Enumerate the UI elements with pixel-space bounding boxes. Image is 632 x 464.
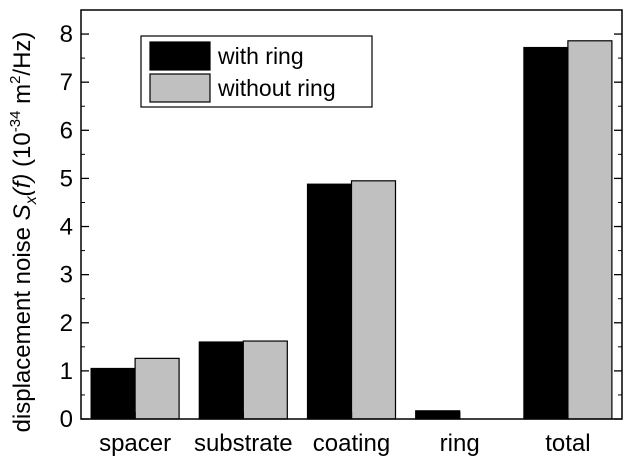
y-tick-label: 1 xyxy=(60,358,73,385)
y-tick-label: 5 xyxy=(60,165,73,192)
plot-frame xyxy=(80,9,623,420)
ylabel-unit-mid: m xyxy=(9,84,36,111)
ticks-layer: 0 1 2 3 4 5 6 7 8 spacer substrate coating ring total xyxy=(60,21,622,457)
ylabel-arg: (f) xyxy=(9,174,36,197)
legend-label: with ring xyxy=(217,43,304,69)
ylabel-unit-open: (10 xyxy=(9,132,36,173)
bar-spacer-with-ring xyxy=(90,367,136,420)
y-tick-label: 7 xyxy=(60,69,73,96)
x-tick-label-spacer: spacer xyxy=(99,430,171,457)
bar-spacer-without-ring xyxy=(134,357,180,420)
legend-swatch xyxy=(149,73,211,103)
legend-label: without ring xyxy=(217,75,336,101)
ylabel-unit-close: /Hz) xyxy=(9,32,36,76)
bars-layer xyxy=(90,40,613,420)
x-tick-label-coating: coating xyxy=(313,430,390,457)
bar-coating-without-ring xyxy=(350,180,397,420)
y-axis-label: displacement noise Sx(f) (10-34 m2/Hz) xyxy=(7,32,40,433)
x-tick-label-total: total xyxy=(545,430,590,457)
bar-ring-with-ring xyxy=(415,410,461,420)
bar-total-with-ring xyxy=(523,46,569,420)
ylabel-prefix: displacement noise xyxy=(9,220,36,432)
y-tick-label: 6 xyxy=(60,117,73,144)
y-tick-label: 4 xyxy=(60,214,73,241)
legend-swatch xyxy=(149,41,211,71)
y-tick-label: 0 xyxy=(60,406,73,433)
ylabel-exp1: -34 xyxy=(7,111,24,133)
ylabel-subscript: x xyxy=(23,195,40,205)
y-tick-label: 3 xyxy=(60,262,73,289)
bar-total-without-ring xyxy=(567,40,613,420)
bar-substrate-without-ring xyxy=(242,340,288,420)
y-tick-label: 8 xyxy=(60,21,73,48)
legend: with ring without ring xyxy=(140,35,373,108)
svg-text:displacement noise Sx(f) (10-3: displacement noise Sx(f) (10-34 m2/Hz) xyxy=(7,32,40,433)
x-tick-label-substrate: substrate xyxy=(194,430,293,457)
ylabel-symbol: S xyxy=(9,204,36,220)
bar-substrate-with-ring xyxy=(198,341,244,420)
bar-coating-with-ring xyxy=(306,183,353,420)
y-tick-label: 2 xyxy=(60,310,73,337)
ylabel-exp2: 2 xyxy=(7,76,24,84)
x-tick-label-ring: ring xyxy=(440,430,480,457)
